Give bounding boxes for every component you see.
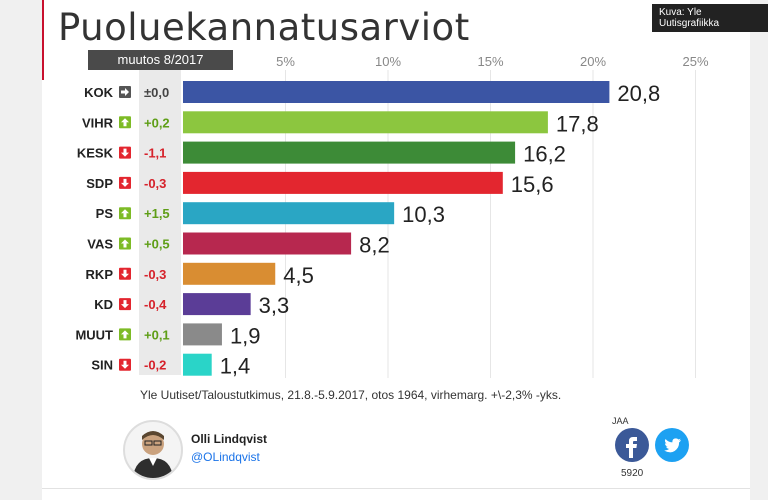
value-label: 4,5	[283, 263, 314, 288]
bar-kok	[183, 81, 610, 103]
party-label: VIHR	[82, 115, 114, 130]
party-label: SDP	[86, 176, 113, 191]
bar-ps	[183, 202, 395, 225]
value-label: 17,8	[556, 111, 599, 136]
change-value: +1,5	[144, 206, 170, 221]
bar-row-muut: MUUT +0,1 1,9	[75, 323, 261, 348]
party-label: KOK	[84, 85, 114, 100]
value-label: 16,2	[523, 142, 566, 167]
author-handle-link[interactable]: @OLindqvist	[191, 450, 260, 464]
facebook-share-button[interactable]	[615, 428, 649, 462]
page-right-margin	[750, 0, 768, 500]
party-label: VAS	[87, 237, 113, 252]
party-label: SIN	[91, 358, 113, 373]
bar-row-kesk: KESK -1,1 16,2	[77, 141, 566, 167]
source-note: Yle Uutiset/Taloustutkimus, 21.8.-5.9.20…	[140, 388, 562, 402]
rows-layer: KOK ±0,0 20,8 VIHR +0,2 17,8 KESK -1,1 16,2 SDP -0…	[75, 81, 660, 379]
bar-vas	[183, 232, 352, 255]
value-label: 8,2	[359, 233, 390, 258]
value-label: 20,8	[617, 81, 660, 106]
x-tick-label: 25%	[682, 54, 708, 69]
page-left-margin	[0, 0, 42, 500]
party-label: PS	[96, 206, 114, 221]
x-tick-label: 5%	[276, 54, 295, 69]
bar-row-vas: VAS +0,5 8,2	[87, 232, 390, 258]
bar-sdp	[183, 171, 503, 194]
bar-row-sin: SIN -0,2 1,4	[91, 353, 251, 379]
author-avatar	[123, 420, 183, 480]
bar-row-rkp: RKP -0,3 4,5	[86, 262, 314, 288]
person-icon	[133, 431, 173, 478]
change-value: -0,3	[144, 267, 166, 282]
x-tick-label: 10%	[375, 54, 401, 69]
change-value: +0,1	[144, 327, 170, 342]
twitter-icon	[664, 438, 681, 453]
change-value: +0,5	[144, 237, 170, 252]
change-value: -0,4	[144, 297, 167, 312]
change-value: -0,3	[144, 176, 166, 191]
value-label: 15,6	[511, 172, 554, 197]
value-label: 3,3	[259, 293, 290, 318]
share-label: JAA	[612, 416, 629, 426]
bar-row-kok: KOK ±0,0 20,8	[84, 81, 660, 106]
share-count: 5920	[621, 468, 644, 479]
image-credit-badge: Kuva: Yle Uutisgrafiikka	[652, 4, 768, 32]
accent-line	[42, 0, 44, 80]
value-label: 10,3	[402, 202, 445, 227]
x-tick-label: 15%	[477, 54, 503, 69]
bar-row-sdp: SDP -0,3 15,6	[86, 171, 554, 197]
tick-layer: 5% 10% 15% 20% 25%	[276, 54, 709, 69]
bar-vihr	[183, 111, 548, 134]
change-value: +0,2	[144, 115, 170, 130]
bar-row-vihr: VIHR +0,2 17,8	[82, 111, 599, 136]
bar-kesk	[183, 141, 516, 164]
party-label: KD	[94, 297, 113, 312]
twitter-share-button[interactable]	[655, 428, 689, 462]
change-column-header: muutos 8/2017	[88, 50, 233, 70]
value-label: 1,4	[220, 354, 251, 379]
party-label: MUUT	[75, 327, 113, 342]
party-label: KESK	[77, 146, 114, 161]
bar-row-kd: KD -0,4 3,3	[94, 293, 289, 318]
change-value: -0,2	[144, 358, 166, 373]
change-value: -1,1	[144, 146, 166, 161]
x-tick-label: 20%	[580, 54, 606, 69]
footer-divider	[42, 488, 750, 489]
change-column-background	[139, 70, 181, 375]
party-label: RKP	[86, 267, 114, 282]
change-value: ±0,0	[144, 85, 169, 100]
bar-row-ps: PS +1,5 10,3	[96, 202, 445, 227]
bar-sin	[183, 353, 212, 376]
facebook-icon	[626, 437, 637, 458]
bar-rkp	[183, 262, 276, 285]
chart-title: Puoluekannatusarviot	[58, 6, 470, 49]
author-name: Olli Lindqvist	[191, 432, 268, 446]
bar-muut	[183, 323, 222, 346]
bar-kd	[183, 293, 251, 316]
value-label: 1,9	[230, 323, 261, 348]
